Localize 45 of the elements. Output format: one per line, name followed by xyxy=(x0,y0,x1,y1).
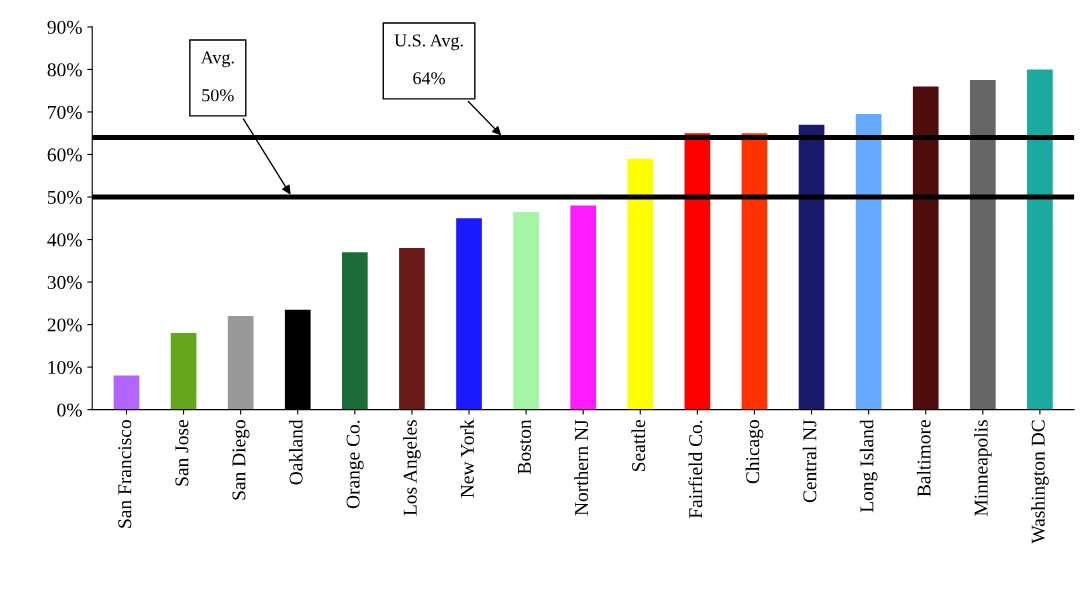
bar xyxy=(399,248,425,410)
x-tick-label: Long Island xyxy=(859,419,878,513)
y-tick-label: 30% xyxy=(47,275,82,290)
x-tick-label: Los Angeles xyxy=(403,420,421,516)
bar xyxy=(855,114,882,410)
y-tick-label: 80% xyxy=(47,63,82,77)
bar xyxy=(513,211,539,410)
y-tick-label: 90% xyxy=(47,20,82,34)
y-tick-label: 50% xyxy=(47,190,82,205)
x-tick-label: Orange Co. xyxy=(346,420,364,509)
x-tick-label: San Jose xyxy=(175,420,189,486)
bar xyxy=(969,80,996,410)
y-tick-label: 70% xyxy=(48,105,82,119)
x-tick-label: Oakland xyxy=(288,419,303,485)
x-tick-label: Boston xyxy=(518,419,531,474)
x-tick-label: Washington DC xyxy=(1031,420,1049,544)
bar xyxy=(456,218,482,410)
bar xyxy=(684,133,711,410)
y-tick-label: 10% xyxy=(48,360,82,375)
bar xyxy=(741,133,768,410)
x-tick-label: Central NJ xyxy=(802,419,817,503)
x-tick-label: New York xyxy=(460,419,474,498)
bar xyxy=(170,333,197,410)
x-tick-label: Fairfield Co. xyxy=(688,420,703,519)
bar xyxy=(627,158,654,410)
bar xyxy=(227,316,254,410)
bar xyxy=(912,86,939,410)
x-tick-label: Baltimore xyxy=(916,420,931,497)
x-tick-label: Minneapolis xyxy=(973,420,992,517)
x-tick-label: Chicago xyxy=(745,420,764,484)
bar xyxy=(570,205,597,410)
bar xyxy=(113,375,140,410)
y-tick-label: 40% xyxy=(47,233,82,247)
text: Avg. 50% xyxy=(200,51,234,102)
x-tick-label: Northern NJ xyxy=(574,419,589,516)
bar xyxy=(1027,69,1053,410)
x-tick-label: San Diego xyxy=(232,420,250,500)
text: U.S. Avg. 64% xyxy=(394,34,463,85)
y-tick-label: 20% xyxy=(47,318,82,332)
x-tick-label: Seattle xyxy=(631,420,646,471)
x-tick-label: San Francisco xyxy=(118,420,132,528)
y-tick-label: 60% xyxy=(47,148,82,162)
bar xyxy=(341,252,368,410)
y-tick-label: 0% xyxy=(57,403,82,417)
bar xyxy=(798,124,825,410)
